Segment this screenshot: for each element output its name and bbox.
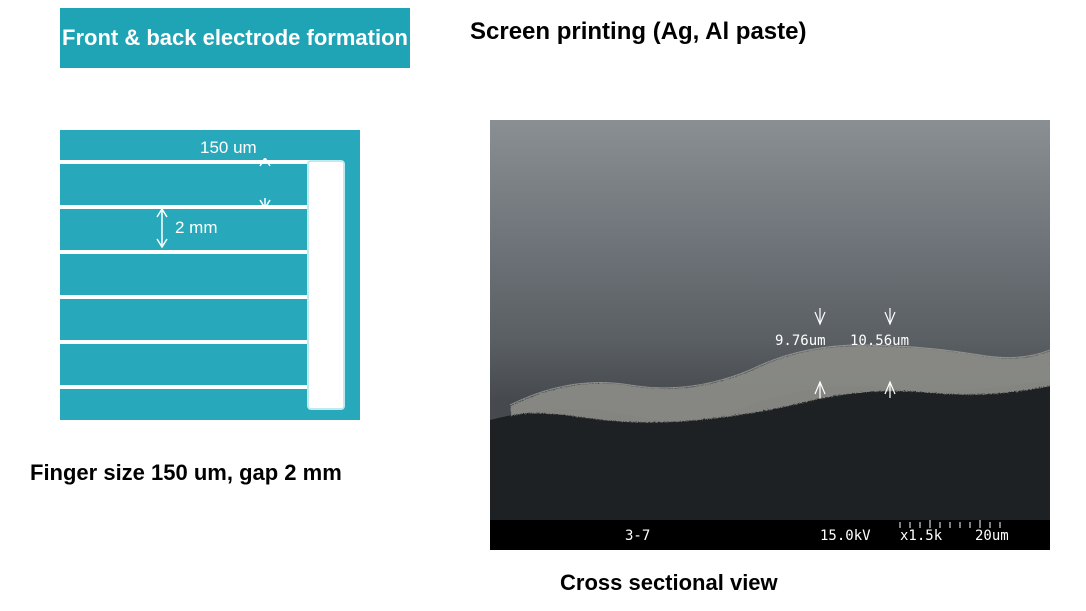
measurement-1: 9.76um	[775, 333, 826, 349]
dimension-arrow-icon	[153, 207, 171, 249]
sem-voltage: 15.0kV	[820, 528, 871, 544]
finger-line	[60, 250, 320, 254]
finger-line	[60, 385, 320, 389]
sem-caption: Cross sectional view	[560, 570, 778, 596]
sem-scalebar: 20um	[975, 528, 1009, 544]
electrode-diagram: 150 um 2 mm	[60, 130, 360, 420]
sem-svg: 9.76um 10.56um 3-7 15.0kV x1.5k 20um	[490, 120, 1050, 550]
gap-label: 2 mm	[175, 218, 218, 238]
dimension-arrow-icon	[255, 158, 275, 208]
process-title-box: Front & back electrode formation	[60, 8, 410, 68]
sem-mag: x1.5k	[900, 528, 943, 544]
sem-cross-section: 9.76um 10.56um 3-7 15.0kV x1.5k 20um	[490, 120, 1050, 550]
finger-line	[60, 340, 320, 344]
finger-line	[60, 295, 320, 299]
sem-sample-id: 3-7	[625, 528, 650, 544]
busbar	[307, 160, 345, 410]
finger-line	[60, 160, 320, 164]
finger-width-label: 150 um	[200, 138, 257, 158]
method-label: Screen printing (Ag, Al paste)	[470, 18, 806, 46]
finger-line	[60, 205, 320, 209]
diagram-caption: Finger size 150 um, gap 2 mm	[30, 460, 342, 486]
process-title-text: Front & back electrode formation	[62, 25, 408, 51]
measurement-2: 10.56um	[850, 333, 909, 349]
